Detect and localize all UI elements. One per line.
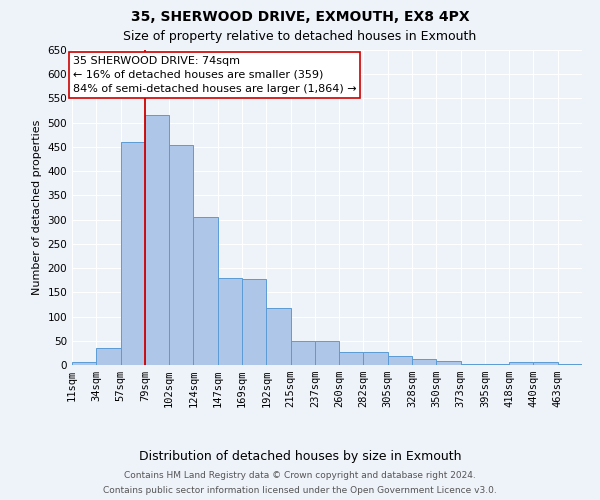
Text: 35 SHERWOOD DRIVE: 74sqm
← 16% of detached houses are smaller (359)
84% of semi-: 35 SHERWOOD DRIVE: 74sqm ← 16% of detach… <box>73 56 356 94</box>
Bar <box>96 348 121 365</box>
Bar <box>364 352 388 365</box>
Bar <box>315 341 339 365</box>
Bar <box>218 278 242 365</box>
Bar <box>290 341 315 365</box>
Bar <box>339 352 364 365</box>
Bar <box>121 142 145 365</box>
Bar <box>266 308 290 365</box>
Bar <box>485 364 509 365</box>
Text: 35, SHERWOOD DRIVE, EXMOUTH, EX8 4PX: 35, SHERWOOD DRIVE, EXMOUTH, EX8 4PX <box>131 10 469 24</box>
Bar <box>169 144 193 365</box>
Bar <box>145 116 169 365</box>
Bar <box>72 362 96 365</box>
Bar <box>436 360 461 365</box>
Text: Contains public sector information licensed under the Open Government Licence v3: Contains public sector information licen… <box>103 486 497 495</box>
Bar <box>412 358 436 365</box>
Bar <box>461 364 485 365</box>
Text: Distribution of detached houses by size in Exmouth: Distribution of detached houses by size … <box>139 450 461 463</box>
Bar <box>242 278 266 365</box>
Bar <box>533 362 558 365</box>
Text: Size of property relative to detached houses in Exmouth: Size of property relative to detached ho… <box>124 30 476 43</box>
Y-axis label: Number of detached properties: Number of detached properties <box>32 120 42 295</box>
Bar <box>193 217 218 365</box>
Bar <box>388 356 412 365</box>
Bar <box>509 362 533 365</box>
Text: Contains HM Land Registry data © Crown copyright and database right 2024.: Contains HM Land Registry data © Crown c… <box>124 471 476 480</box>
Bar <box>558 364 582 365</box>
